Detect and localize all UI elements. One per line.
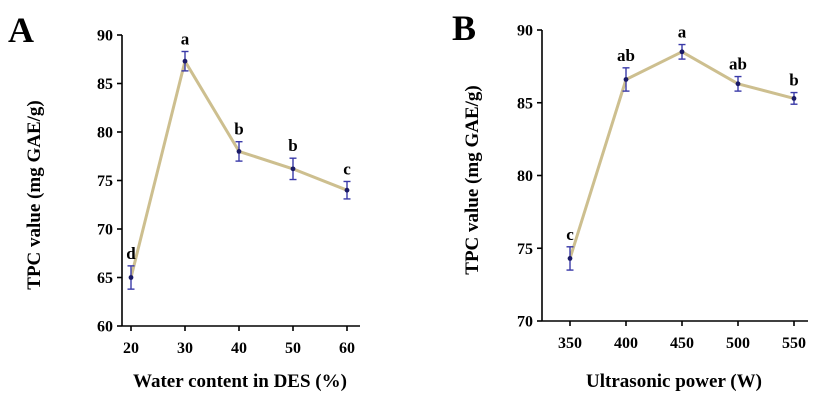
panel-b-data-point (791, 95, 797, 101)
panel-b-y-tick-label: 80 (517, 168, 533, 185)
panel-a-x-tick-label: 30 (177, 340, 193, 357)
panel-b-x-tick-label: 450 (670, 335, 694, 352)
panel-b-y-axis-title: TPC value (mg GAE/g) (462, 85, 483, 274)
panel-b-data-point (679, 49, 685, 55)
panel-a-significance-label: b (288, 136, 297, 155)
panel-a-data-point (236, 149, 242, 154)
panel-a-x-axis-title: Water content in DES (%) (133, 371, 347, 392)
panel-a-y-tick-label: 85 (97, 76, 113, 93)
panel-a-y-tick-label: 80 (97, 125, 113, 142)
panel-b-x-tick-label: 550 (782, 335, 806, 352)
panel-b-x-axis-title: Ultrasonic power (W) (586, 371, 762, 392)
panel-b-significance-label: a (678, 23, 687, 42)
panel-b-marks: 70 75 80 85 90 350 400 450 500 550 c ab a ab b (517, 23, 806, 353)
panel-b-y-tick-label: 75 (517, 241, 533, 258)
panel-a-marks: 60 65 70 75 80 85 90 20 30 40 50 60 d a b b c (97, 28, 355, 358)
panel-b: B TPC value (mg GAE/g) Ultrasonic power … (452, 8, 808, 392)
panel-b-series-line (568, 50, 796, 260)
panel-b-data-point (735, 81, 741, 87)
panel-a-data-point (290, 166, 296, 172)
panel-a-significance-label: d (126, 244, 136, 263)
panel-b-significance-label: ab (729, 55, 747, 74)
panel-b-y-tick-label: 70 (517, 314, 533, 331)
panel-a-x-tick-label: 60 (339, 340, 355, 357)
panel-a-series-line (129, 59, 349, 279)
panel-a-significance-label: c (343, 159, 351, 178)
panel-a-label: A (8, 10, 34, 50)
panel-a-x-tick-label: 50 (285, 340, 301, 357)
panel-a-y-tick-label: 60 (97, 319, 113, 336)
panel-b-x-tick-label: 350 (558, 335, 582, 352)
panel-b-y-tick-label: 90 (517, 23, 533, 40)
panel-a-y-tick-label: 75 (97, 173, 113, 190)
panel-a-y-axis-title: TPC value (mg GAE/g) (24, 100, 45, 289)
panel-b-significance-label: b (789, 71, 798, 90)
panel-a-data-point (344, 187, 350, 193)
panel-b-significance-label: c (566, 225, 574, 244)
panel-a-significance-label: b (234, 120, 243, 139)
panel-a-y-tick-label: 65 (97, 270, 113, 287)
panel-b-y-tick-label: 85 (517, 95, 533, 112)
panel-a-y-tick-label: 90 (97, 28, 113, 45)
panel-a-data-point (182, 58, 188, 64)
panel-a-x-tick-label: 40 (231, 340, 247, 357)
panel-b-x-tick-label: 500 (726, 335, 750, 352)
panel-a-data-point (128, 275, 134, 280)
panel-b-data-point (567, 256, 573, 261)
panel-b-x-tick-label: 400 (614, 335, 638, 352)
panel-b-data-point (623, 77, 629, 82)
panel-a-y-tick-label: 70 (97, 222, 113, 239)
panel-a-significance-label: a (181, 29, 190, 48)
panel-b-significance-label: ab (617, 46, 635, 65)
panel-b-label: B (452, 8, 476, 48)
panel-a: A TPC value (mg GAE/g) Water content in … (8, 10, 360, 392)
panel-a-x-tick-label: 20 (123, 340, 139, 357)
